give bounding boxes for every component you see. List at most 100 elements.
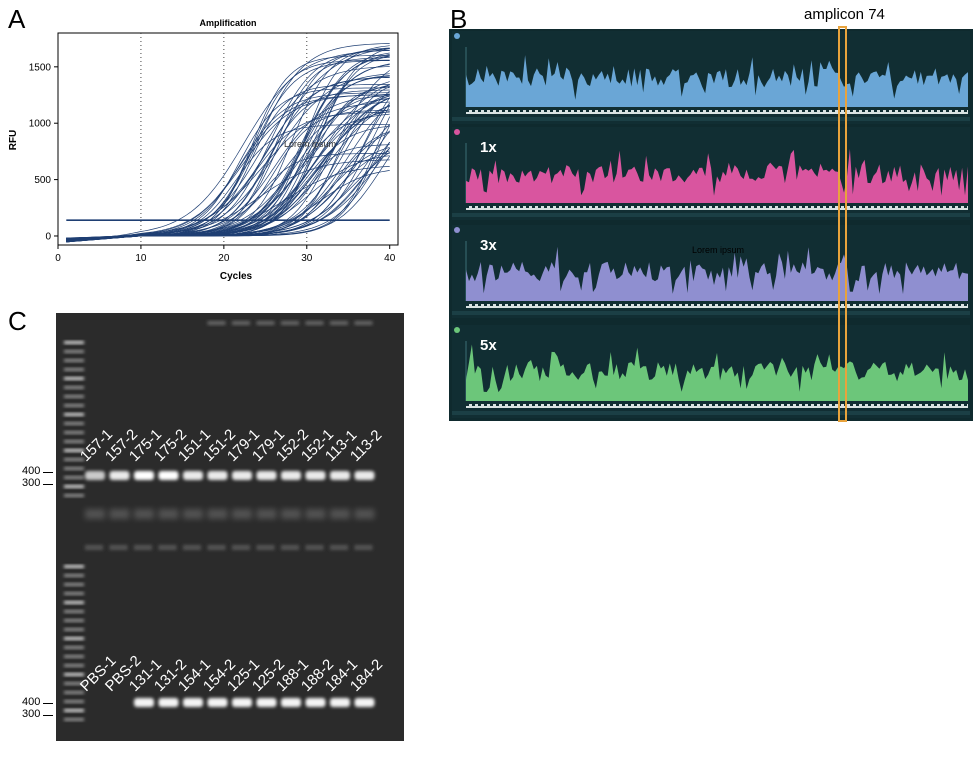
amplicon-tick (562, 206, 565, 208)
amplicon-tick (946, 110, 949, 112)
amplicon-tick (778, 304, 781, 306)
amplicon-tick (760, 404, 763, 406)
amplicon-tick (856, 206, 859, 208)
coverage-plot (452, 241, 970, 315)
primer-dimer-smear (281, 509, 301, 519)
amplicon-tick (814, 404, 817, 406)
amplicon-tick (724, 304, 727, 306)
amplicon-tick (712, 206, 715, 208)
amplicon-tick (472, 206, 475, 208)
gel-band (158, 471, 179, 480)
track-dot-icon (454, 326, 460, 333)
reference-bar (466, 404, 968, 408)
amplicon-tick (544, 304, 547, 306)
track-footer (452, 411, 970, 415)
amplicon-tick (718, 110, 721, 112)
amplicon-tick (472, 304, 475, 306)
coverage-track: 3x Lorem ipsum (452, 225, 970, 318)
amplicon-tick (538, 304, 541, 306)
track-dot-icon (454, 32, 460, 39)
gel-band (330, 698, 350, 707)
amplicon-tick (712, 404, 715, 406)
amplicon-tick (826, 404, 829, 406)
gel-band (354, 698, 375, 707)
amplicon-tick (676, 206, 679, 208)
amplicon-tick (580, 304, 583, 306)
amplicon-tick (646, 304, 649, 306)
amplicon-tick (610, 404, 613, 406)
amplicon-tick (592, 110, 595, 112)
amplicon-tick (670, 110, 673, 112)
amplicon-tick (940, 110, 943, 112)
amplicon-tick (952, 304, 955, 306)
amplicon-tick (610, 206, 613, 208)
coverage-area (466, 246, 968, 301)
amplicon-tick (586, 304, 589, 306)
amplicon-tick (652, 206, 655, 208)
primer-dimer-smear (232, 509, 252, 519)
amplicon-tick (484, 206, 487, 208)
gel-band (85, 471, 105, 480)
amplicon-tick (682, 404, 685, 406)
amplicon-tick (628, 206, 631, 208)
amplicon-tick (856, 110, 859, 112)
amplicon-tick (802, 206, 805, 208)
amplicon-tick (808, 206, 811, 208)
amplicon-tick (886, 404, 889, 406)
amplicon-tick (550, 206, 553, 208)
x-axis-ticks: 0 10 20 30 40 (55, 245, 396, 264)
amplicon-tick (580, 206, 583, 208)
amplicon-tick (544, 404, 547, 406)
amplicon-tick (910, 206, 913, 208)
ladder-band (64, 476, 84, 479)
amplicon-tick (670, 404, 673, 406)
amplicon-tick (892, 304, 895, 306)
amplicon-tick (922, 404, 925, 406)
amplicon-tick (682, 304, 685, 306)
amplicon-tick (466, 110, 469, 112)
amplicon-tick (610, 110, 613, 112)
primer-dimer-smear (207, 509, 228, 519)
gel-band (330, 471, 350, 480)
ladder-band (64, 458, 84, 461)
primer-dimer-smear (354, 509, 375, 519)
amplicon-tick (472, 404, 475, 406)
amplicon-tick (826, 206, 829, 208)
amplicon-tick (730, 110, 733, 112)
amplicon-tick (772, 206, 775, 208)
gel-well (354, 545, 373, 550)
amplicon-tick (520, 304, 523, 306)
amplicon-tick (766, 404, 769, 406)
amplicon-tick (598, 206, 601, 208)
y-axis-ticks: 0 500 1000 1500 (29, 62, 58, 242)
amplicon-tick (742, 404, 745, 406)
amplicon-tick (814, 206, 817, 208)
amplicon-tick (538, 206, 541, 208)
amplicon-tick (808, 110, 811, 112)
gel-well (305, 321, 324, 325)
amplicon-tick (904, 404, 907, 406)
amplicon-tick (874, 206, 877, 208)
gel-band (256, 698, 277, 707)
amplicon-tick (706, 404, 709, 406)
amplicon-tick (886, 304, 889, 306)
ladder-band (64, 592, 84, 595)
track-header (452, 325, 970, 335)
amplicon-tick (658, 404, 661, 406)
amplicon-tick (850, 110, 853, 112)
amplicon-tick (670, 206, 673, 208)
amplification-curve (66, 77, 390, 242)
gel-band (232, 698, 252, 707)
amplicon-tick (772, 404, 775, 406)
amplicon-tick (916, 206, 919, 208)
amplicon-tick (520, 206, 523, 208)
amplicon-tick (478, 206, 481, 208)
amplification-curves (66, 43, 391, 243)
amplicon-tick (508, 404, 511, 406)
amplicon-tick (526, 110, 529, 112)
amplicon-tick (484, 404, 487, 406)
amplicon-tick (598, 110, 601, 112)
amplicon-tick (514, 404, 517, 406)
amplicon-tick (784, 206, 787, 208)
ladder-band (64, 700, 84, 703)
